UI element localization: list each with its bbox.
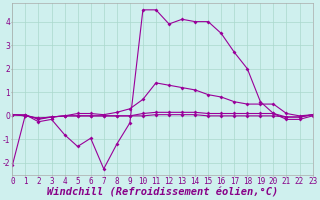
X-axis label: Windchill (Refroidissement éolien,°C): Windchill (Refroidissement éolien,°C)	[47, 187, 278, 197]
